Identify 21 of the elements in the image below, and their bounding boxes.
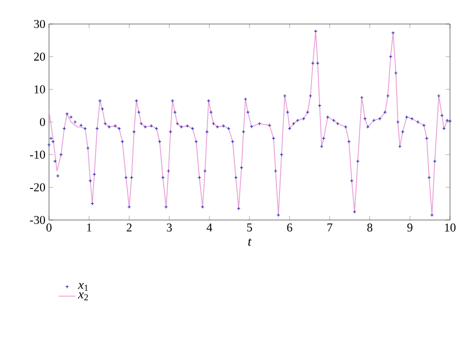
x-tick-label: 6 xyxy=(287,224,292,232)
x-tick-label: 4 xyxy=(206,224,212,232)
x-tick-label: 3 xyxy=(166,224,172,232)
x-tick-label: 2 xyxy=(126,224,132,232)
y-tick-label: 30 xyxy=(34,20,46,28)
x-tick-label: 7 xyxy=(327,224,332,232)
x-axis-title: t xyxy=(248,238,252,246)
x-tick-label: 10 xyxy=(445,224,456,232)
x-tick-label: 8 xyxy=(367,224,372,232)
y-tick-label: -20 xyxy=(30,183,46,192)
x-tick-label: 9 xyxy=(407,224,412,232)
x-tick-label: 5 xyxy=(247,224,252,232)
y-tick-label: 0 xyxy=(40,118,46,126)
y-tick-label: 10 xyxy=(34,85,46,94)
y-tick-label: 20 xyxy=(34,52,46,61)
y-tick-label: -30 xyxy=(30,216,46,224)
legend-label: x$_{1}$ xyxy=(78,282,88,291)
x-tick-label: 0 xyxy=(46,224,52,232)
x-tick-label: 1 xyxy=(87,224,92,232)
legend-label: x$_{2}$ xyxy=(78,292,88,300)
y-tick-label: -10 xyxy=(30,150,46,159)
